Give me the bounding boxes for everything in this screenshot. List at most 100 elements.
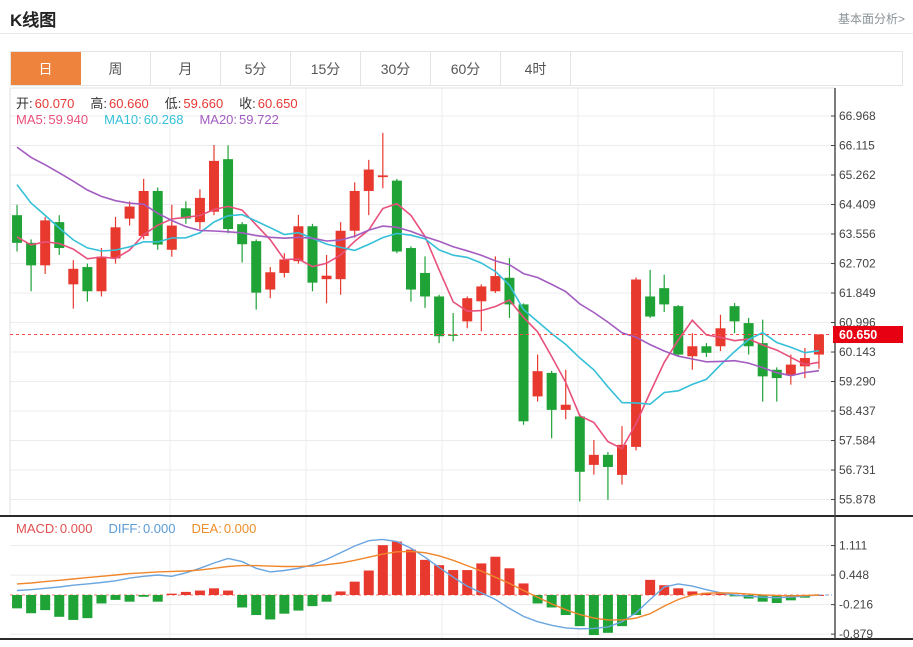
candle-body — [363, 169, 374, 191]
candle-body — [251, 241, 262, 293]
candle-body — [279, 259, 290, 273]
candle-body — [602, 454, 613, 467]
candle-body — [377, 175, 388, 178]
period-tab-0[interactable]: 日 — [11, 52, 81, 85]
macd-bar — [645, 579, 656, 595]
axis-tick-label: -0.216 — [839, 598, 873, 612]
macd-bar — [12, 595, 23, 609]
diff-line — [16, 538, 820, 630]
macd-bar — [434, 565, 445, 595]
macd-bar — [180, 591, 191, 595]
macd-bar — [223, 590, 234, 595]
candle-body — [82, 267, 93, 292]
macd-bar — [588, 595, 599, 636]
macd-bar — [532, 595, 543, 604]
axis-tick-label: 66.115 — [839, 139, 875, 153]
macd-bar — [166, 593, 177, 595]
macd-bar — [462, 570, 473, 595]
header-divider — [0, 33, 913, 34]
period-tab-5[interactable]: 30分 — [361, 52, 431, 85]
candle-body — [504, 277, 515, 305]
candle-body — [180, 208, 191, 219]
candle-body — [152, 190, 163, 245]
readout-item: 高: 60.660 — [90, 96, 149, 111]
macd-bar — [194, 590, 205, 595]
candle-body — [785, 364, 796, 375]
readout-item: MA10: 60.268 — [104, 112, 184, 127]
candle-body — [448, 334, 459, 336]
candle-body — [532, 371, 543, 397]
readout-item: DEA: 0.000 — [191, 521, 257, 536]
axis-tick-label: 63.556 — [839, 227, 876, 241]
axis-tick-label: 61.849 — [839, 286, 876, 300]
macd-bar — [96, 595, 107, 604]
period-tabs: 日周月 5分 15分 30分 60分 4时 — [10, 51, 903, 86]
macd-readout: MACD: 0.000 DIFF: 0.000 DEA: 0.000 — [16, 521, 272, 536]
period-tab-3[interactable]: 5分 — [221, 52, 291, 85]
macd-bar — [631, 595, 642, 616]
macd-bar — [40, 595, 51, 611]
macd-bar — [687, 591, 698, 595]
candle-body — [124, 206, 135, 219]
candle-body — [462, 298, 473, 322]
macd-bar — [448, 570, 459, 595]
period-tab-4[interactable]: 15分 — [291, 52, 361, 85]
candle-body — [293, 226, 304, 262]
axis-tick-label: 1.111 — [839, 539, 868, 553]
candle-body — [588, 454, 599, 465]
candle-body — [617, 444, 627, 475]
macd-bar — [82, 595, 93, 619]
candle-body — [771, 369, 782, 379]
macd-bar — [391, 541, 402, 595]
candle-body — [645, 296, 656, 317]
macd-bar — [490, 556, 501, 595]
macd-bar — [209, 588, 219, 595]
candle-body — [659, 288, 670, 305]
period-tab-2[interactable]: 月 — [151, 52, 221, 85]
macd-bar — [377, 545, 388, 595]
macd-bar — [771, 595, 782, 604]
macd-bar — [293, 595, 304, 611]
axis-tick-label: 55.878 — [839, 493, 876, 507]
candle-body — [194, 197, 205, 223]
macd-bar — [251, 595, 262, 616]
macd-bar — [518, 583, 529, 595]
axis-tick-label: 0.448 — [839, 568, 869, 582]
price-tag — [833, 326, 903, 344]
candle-body — [307, 226, 318, 283]
macd-bar — [659, 585, 670, 595]
axis-tick-label: 56.731 — [839, 463, 876, 477]
macd-bar — [26, 595, 37, 614]
candle-body — [405, 248, 416, 290]
axis-tick-label: -0.879 — [839, 627, 873, 641]
axis-tick-label: 64.409 — [839, 198, 876, 212]
macd-bar — [349, 581, 360, 595]
axis-tick-label: 65.262 — [839, 168, 876, 182]
ma20-line — [16, 146, 820, 377]
ohlc-readout: 开: 60.070 高: 60.660 低: 59.660 收: 60.650 — [16, 93, 314, 112]
period-tab-6[interactable]: 60分 — [431, 52, 501, 85]
macd-bar — [68, 595, 79, 620]
axis-tick-label: 62.702 — [839, 257, 876, 271]
candle-body — [490, 276, 501, 292]
macd-bar — [546, 595, 557, 608]
macd-bar — [279, 595, 290, 614]
candle-body — [321, 275, 332, 280]
candle-body — [701, 346, 712, 353]
macd-bar — [673, 588, 684, 595]
period-tab-7[interactable]: 4时 — [501, 52, 571, 85]
fundamental-analysis-link[interactable]: 基本面分析> — [837, 12, 905, 26]
candle-body — [26, 242, 37, 266]
macd-bar — [757, 595, 768, 602]
macd-bar — [54, 595, 65, 617]
period-tab-1[interactable]: 周 — [81, 52, 151, 85]
macd-bar — [307, 595, 318, 607]
candle-body — [434, 296, 445, 337]
candle-body — [687, 346, 698, 357]
readout-item: 开: 60.070 — [16, 96, 75, 111]
candle-body — [110, 227, 121, 259]
readout-item: MA5: 59.940 — [16, 112, 89, 127]
axis-tick-label: 57.584 — [839, 434, 876, 448]
